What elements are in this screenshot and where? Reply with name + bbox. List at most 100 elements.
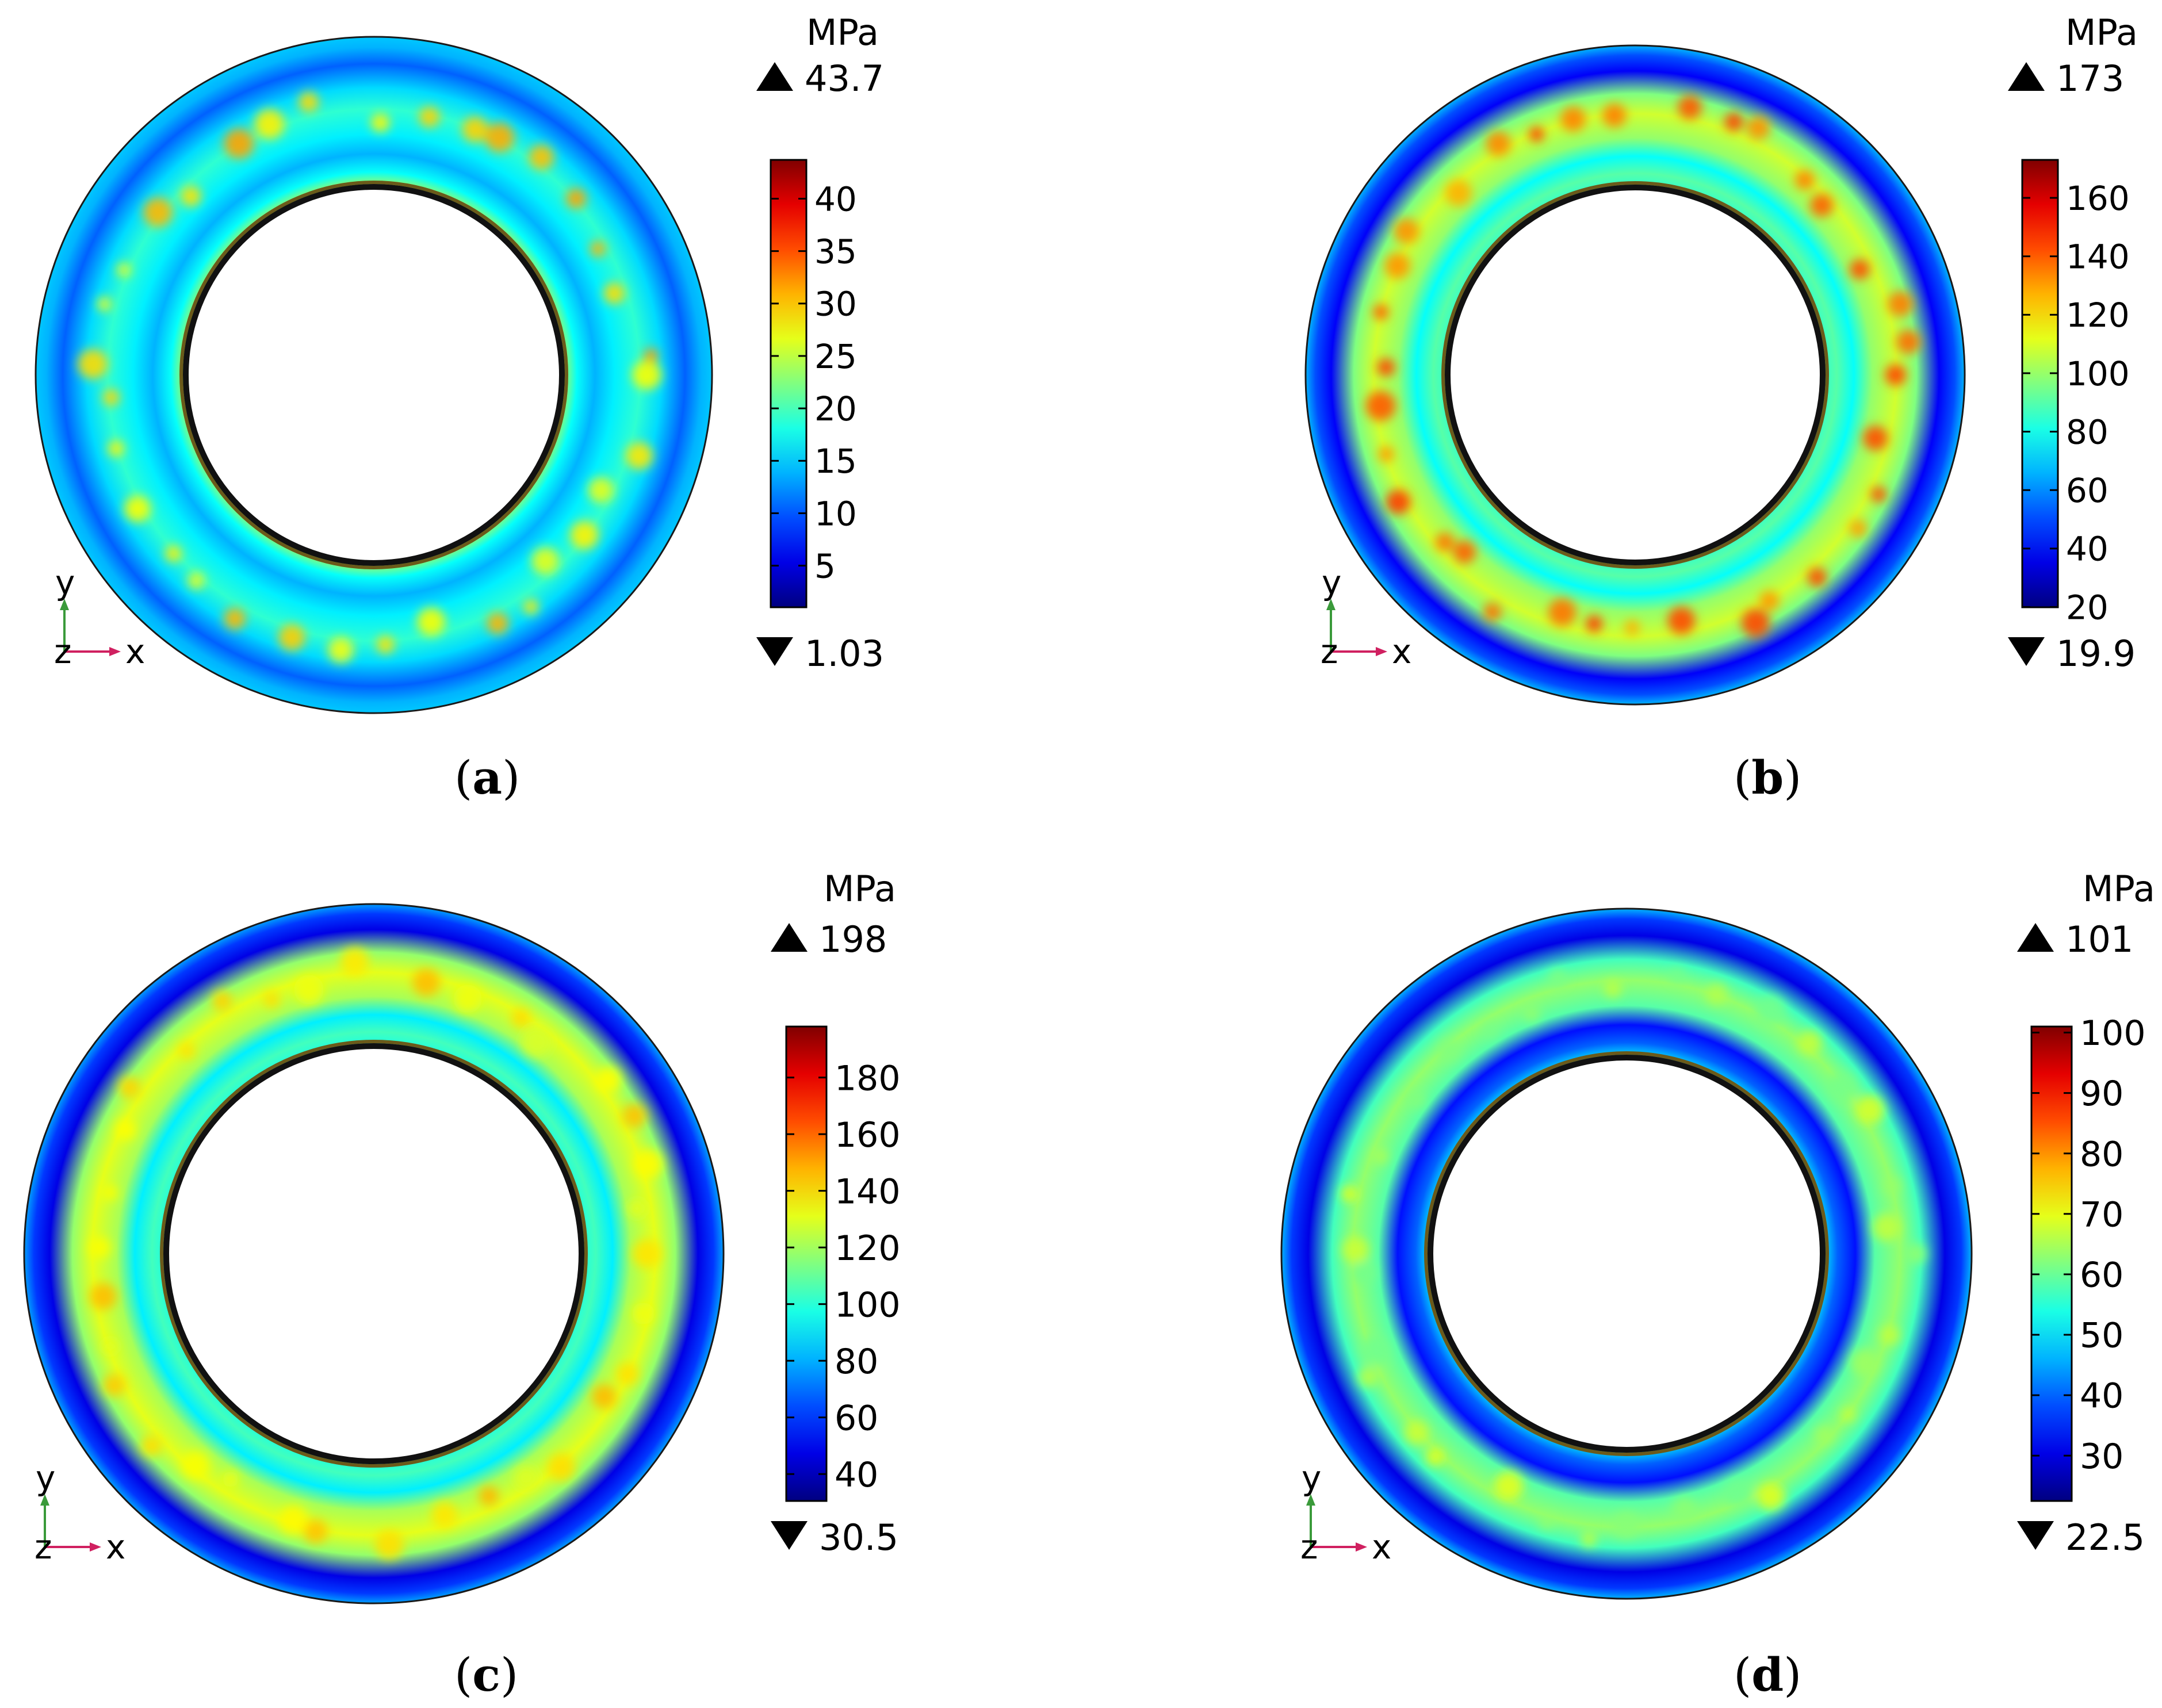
hotspot <box>328 637 354 663</box>
hotspot <box>1705 983 1728 1005</box>
color-bar-tick-label: 70 <box>2080 1194 2123 1235</box>
hotspot <box>616 1363 639 1385</box>
y-arrowhead-icon <box>40 1494 49 1506</box>
inner-edge-band <box>1424 1051 1829 1456</box>
hotspot <box>570 521 599 549</box>
hotspot <box>1358 1367 1379 1388</box>
inner-hole <box>163 1043 584 1464</box>
hotspot <box>1724 112 1744 132</box>
hotspot <box>588 477 614 503</box>
hotspot <box>595 1066 622 1093</box>
hotspot-group <box>89 947 663 1560</box>
hotspot <box>1794 170 1815 190</box>
hotspot <box>1884 1177 1901 1194</box>
min-value: 30.5 <box>819 1516 898 1558</box>
min-triangle-icon <box>2008 637 2045 666</box>
hotspot <box>1604 980 1622 998</box>
hotspot <box>97 297 112 312</box>
hotspot <box>1667 607 1696 634</box>
color-bar <box>785 1025 828 1502</box>
color-bar-tick-label: 140 <box>835 1171 901 1212</box>
y-axis-label: y <box>1322 563 1341 602</box>
hotspot <box>181 1450 210 1479</box>
hotspot <box>1377 358 1395 377</box>
hotspot <box>1724 1479 1751 1506</box>
hotspot <box>102 1184 118 1201</box>
hotspot <box>1870 486 1887 503</box>
hotspot <box>523 599 539 615</box>
hotspot <box>1366 391 1396 421</box>
hotspot <box>108 441 124 457</box>
color-bar-tick-label: 40 <box>2066 530 2109 569</box>
stress-plot-b: 160 140 120 100 80 60 40 20 MPa 173 19.9 yz x <box>1304 12 2138 706</box>
color-bar-tick-label: 40 <box>2080 1376 2123 1416</box>
color-bar-tick-label: 100 <box>2066 354 2130 393</box>
hotspot <box>1815 1426 1834 1445</box>
min-value: 22.5 <box>2065 1516 2145 1558</box>
hotspot <box>1353 1261 1376 1285</box>
inner-edge-band <box>179 181 568 569</box>
panel-c: 180 160 140 120 100 80 60 40 MPa 198 30.5 y z x (c) <box>0 854 1081 1708</box>
hotspot <box>1810 194 1834 217</box>
unit-label: MPa <box>2065 12 2138 53</box>
unit-label: MPa <box>2083 868 2155 910</box>
max-value: 173 <box>2056 58 2124 99</box>
color-bar-tick-label: 60 <box>2080 1255 2123 1295</box>
hotspot-group <box>1366 95 1921 638</box>
hotspot <box>1759 591 1780 611</box>
hotspot <box>462 117 488 143</box>
hotspot <box>1905 1243 1927 1265</box>
x-axis-label: x <box>1372 1527 1391 1567</box>
color-bar-tick-label: 160 <box>2066 179 2130 218</box>
hotspot <box>294 975 324 1005</box>
hotspot <box>1849 519 1868 538</box>
color-bar <box>2030 1025 2073 1502</box>
hotspot <box>1548 598 1576 626</box>
color-bar-tick-label: 180 <box>835 1058 901 1098</box>
z-axis-label: z <box>1321 632 1338 671</box>
hotspot <box>417 607 446 636</box>
min-value: 1.03 <box>805 633 884 675</box>
hotspot <box>1746 116 1771 140</box>
stress-plot-d: 100 90 80 70 60 50 40 30 MPa 101 22.5 yz x <box>1280 868 2155 1600</box>
hotspot <box>1435 533 1455 552</box>
hotspot <box>479 1486 499 1506</box>
color-bar-tick-label: 60 <box>2066 471 2109 510</box>
hotspot <box>633 1149 663 1179</box>
y-arrowhead-icon <box>60 599 69 610</box>
y-axis-label: y <box>1302 1458 1321 1498</box>
hotspot-group <box>1341 968 1927 1547</box>
hotspot <box>212 990 232 1011</box>
z-axis-label: z <box>35 1527 52 1567</box>
unit-label: MPa <box>806 12 879 53</box>
hotspot <box>1378 446 1394 462</box>
hotspot <box>303 1519 328 1544</box>
hotspot <box>522 1027 552 1057</box>
color-bar-tick-label: 50 <box>2080 1316 2123 1356</box>
hotspot <box>1342 1236 1369 1263</box>
inner-edge-band <box>160 1040 588 1468</box>
hotspot <box>1888 291 1914 317</box>
color-bar-tick-label: 30 <box>814 285 857 324</box>
hotspot <box>514 1466 538 1490</box>
x-axis-label: x <box>1392 632 1411 671</box>
hotspot <box>1670 968 1685 983</box>
hotspot <box>487 612 509 635</box>
hotspot <box>103 389 120 406</box>
color-bar-tick-label: 100 <box>2080 1013 2146 1054</box>
hotspot <box>1855 1095 1885 1124</box>
min-triangle-icon <box>2017 1521 2054 1550</box>
hotspot <box>485 122 514 152</box>
color-bar-tick-label: 140 <box>2066 238 2130 277</box>
hotspot <box>1863 426 1888 451</box>
hotspot <box>1827 1072 1857 1101</box>
hotspot <box>529 144 554 170</box>
hotspot <box>632 1302 655 1325</box>
x-axis-label: x <box>106 1527 125 1567</box>
hotspot <box>1548 968 1567 987</box>
hotspot <box>223 1471 239 1488</box>
color-bar-tick-label: 80 <box>835 1342 878 1382</box>
hotspot <box>278 624 305 651</box>
hotspot <box>1757 1483 1785 1511</box>
y-axis-label: y <box>36 1458 55 1498</box>
